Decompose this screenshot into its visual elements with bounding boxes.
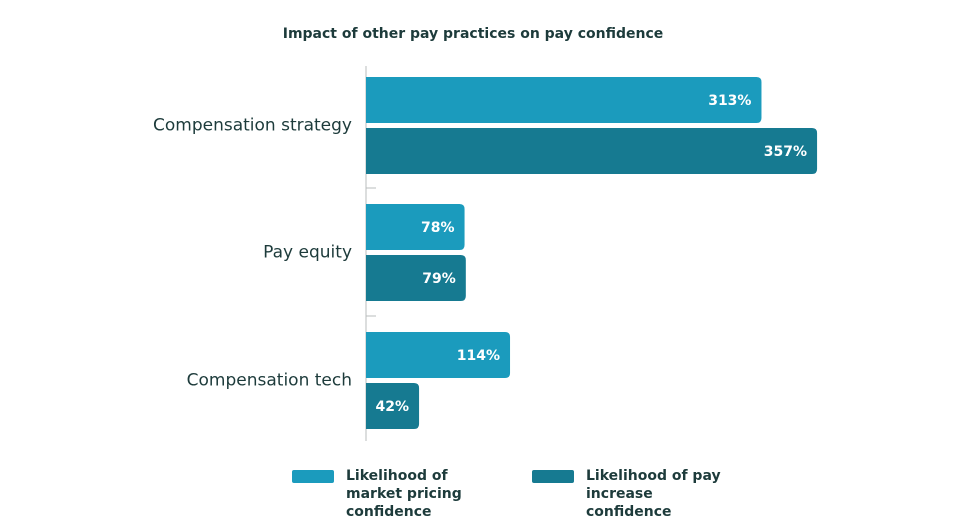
bar <box>366 128 818 174</box>
legend-item: Likelihood of pay increase confidence <box>532 467 736 521</box>
category-label: Compensation tech <box>187 371 352 391</box>
category-label: Pay equity <box>263 243 352 263</box>
legend-item: Likelihood of market pricing confidence <box>292 467 496 521</box>
value-label: 78% <box>421 220 455 236</box>
value-label: 313% <box>708 93 751 109</box>
bar <box>366 332 511 378</box>
bar <box>366 204 465 250</box>
bar <box>366 77 762 123</box>
bar <box>366 383 420 429</box>
value-label: 42% <box>376 399 410 415</box>
legend-swatch <box>292 470 334 483</box>
bar <box>366 255 466 301</box>
value-label: 114% <box>457 348 500 364</box>
legend-label: Likelihood of pay increase confidence <box>586 468 721 520</box>
chart-title: Impact of other pay practices on pay con… <box>283 26 664 42</box>
value-label: 79% <box>422 271 456 287</box>
legend-label: Likelihood of market pricing confidence <box>346 468 462 520</box>
category-label: Compensation strategy <box>153 116 352 136</box>
value-label: 357% <box>764 144 807 160</box>
legend-swatch <box>532 470 574 483</box>
